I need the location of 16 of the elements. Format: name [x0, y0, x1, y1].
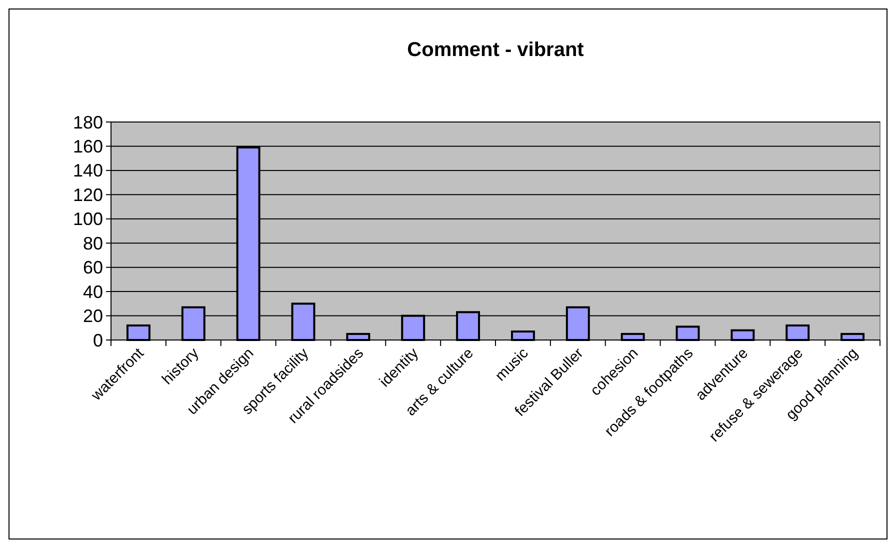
- bar: [730, 329, 755, 341]
- y-tick-label: 80: [82, 233, 103, 254]
- y-tick-label: 100: [72, 209, 103, 230]
- y-tick-label: 160: [72, 136, 103, 157]
- y-tick-label: 120: [72, 184, 103, 205]
- y-tick-label: 20: [82, 306, 103, 326]
- bar: [786, 324, 810, 341]
- y-tick-label: 60: [82, 258, 103, 278]
- chart-title: Comment - vibrant: [407, 39, 584, 61]
- bar: [676, 326, 700, 341]
- y-tick-label: 0: [92, 330, 103, 350]
- bar: [126, 324, 150, 341]
- y-tick-label: 40: [82, 282, 103, 302]
- y-tick-label: 140: [72, 160, 103, 181]
- bar: [510, 330, 535, 341]
- y-tick-label: 180: [72, 112, 103, 132]
